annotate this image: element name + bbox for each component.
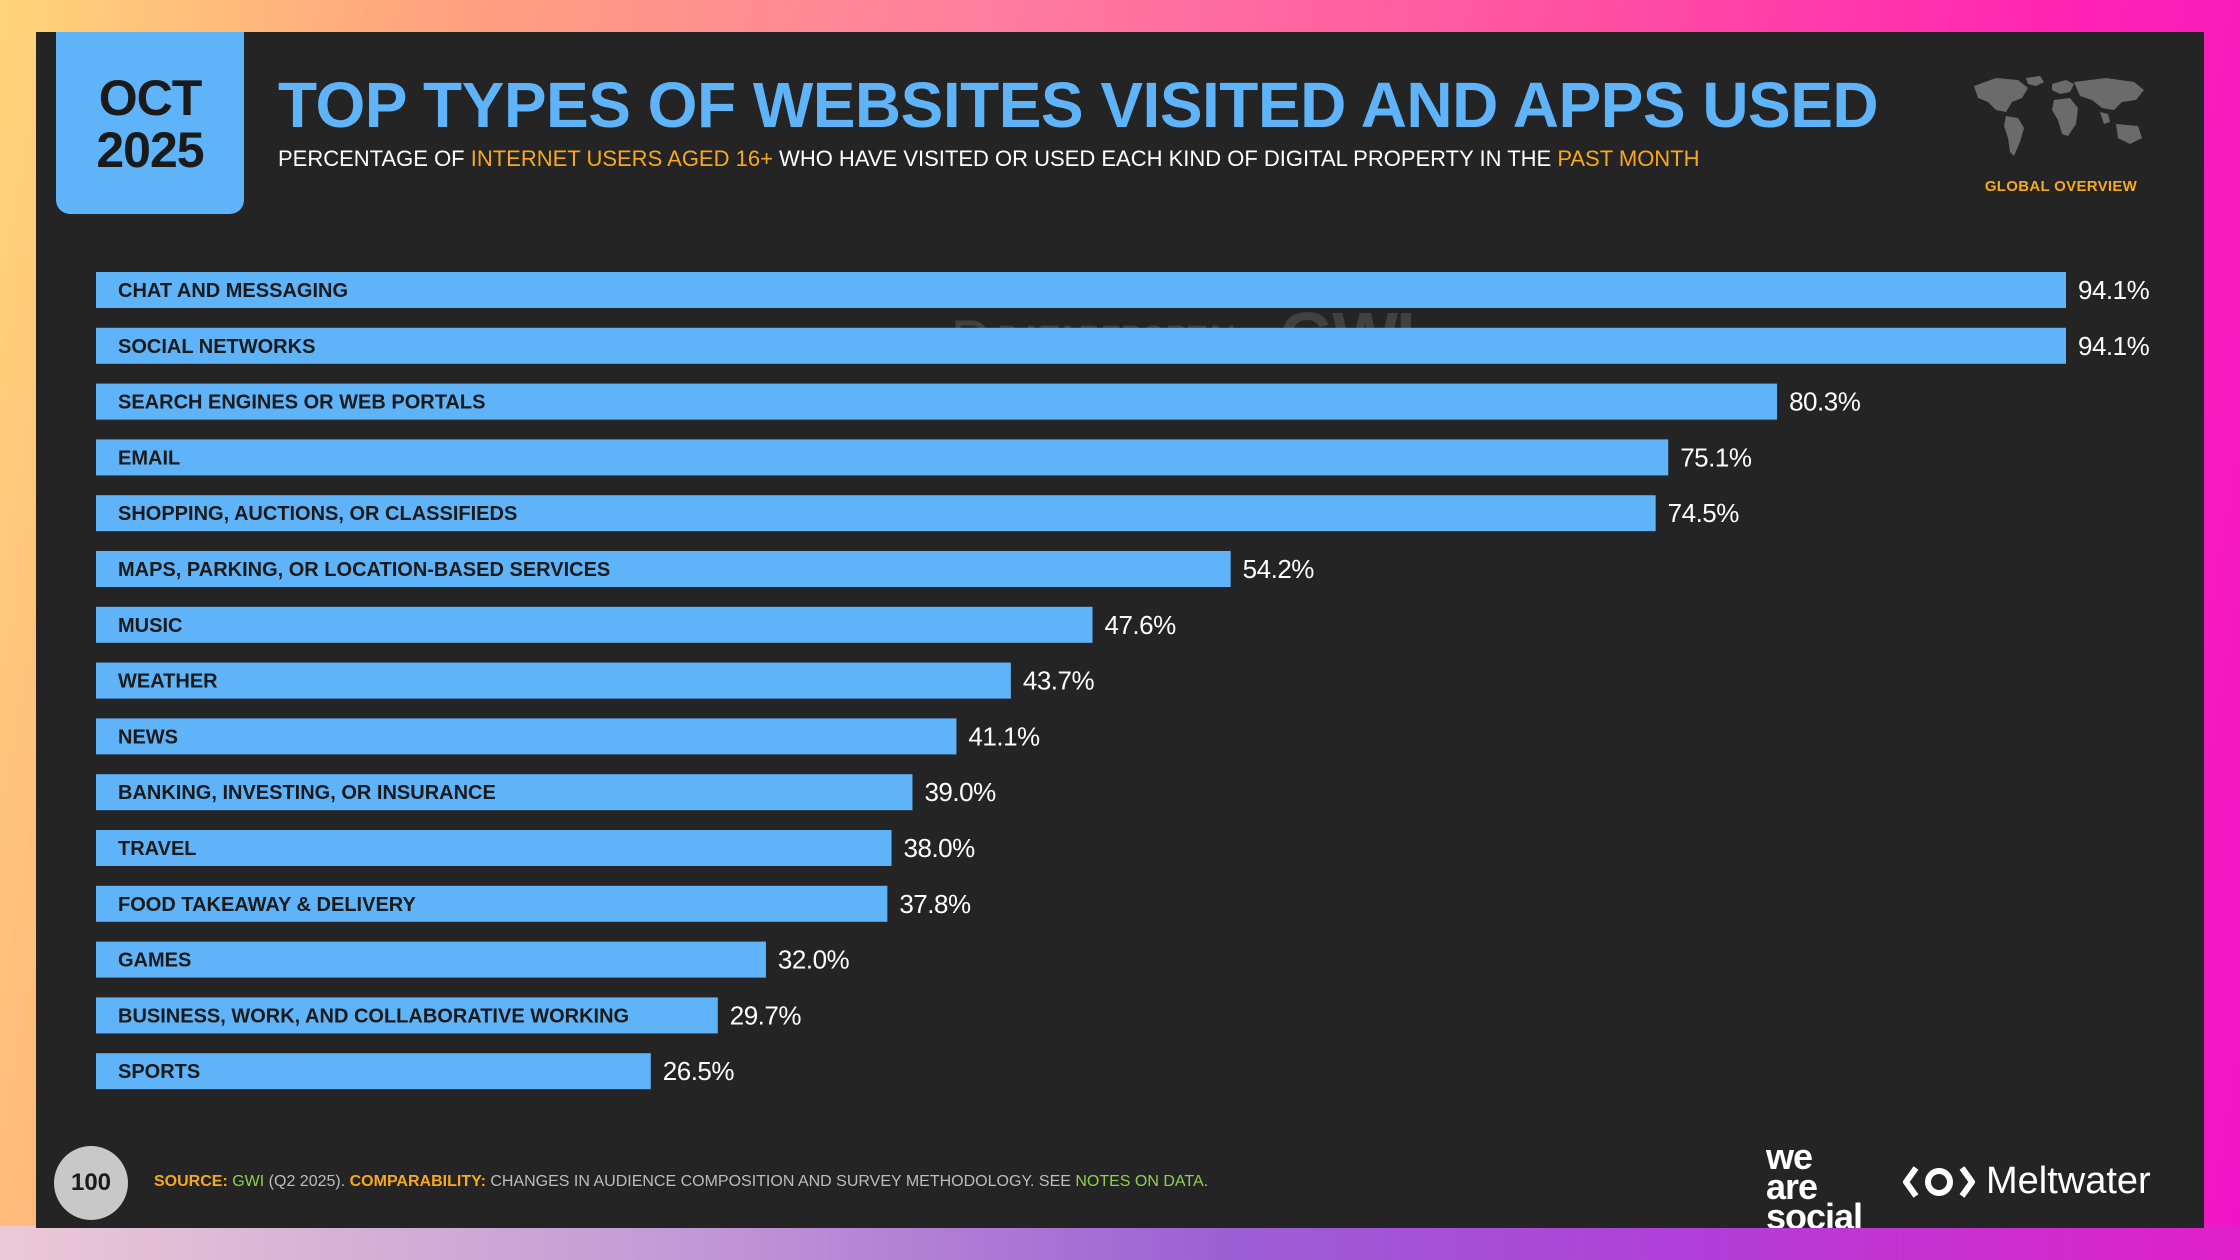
meltwater-mark-icon xyxy=(1903,1165,1975,1198)
we-are-social-line-3: social xyxy=(1766,1196,1863,1229)
notes-on-data-link[interactable]: NOTES ON DATA xyxy=(1075,1173,1204,1190)
bar-value-label: 26.5% xyxy=(663,1056,735,1086)
bar-row: SHOPPING, AUCTIONS, OR CLASSIFIEDS 74.5% xyxy=(96,495,1740,532)
bar-category-label: SOCIAL NETWORKS xyxy=(118,336,315,358)
bar-row: WEATHER 43.7% xyxy=(96,662,1095,699)
comparability-text: CHANGES IN AUDIENCE COMPOSITION AND SURV… xyxy=(485,1173,1076,1190)
we-are-social-logo: we are social xyxy=(1766,1136,1863,1229)
source-note: SOURCE: GWI (Q2 2025). COMPARABILITY: CH… xyxy=(154,1173,1208,1191)
bar-value-label: 38.0% xyxy=(904,833,976,863)
bar-value-label: 80.3% xyxy=(1789,387,1861,417)
bar-row: BUSINESS, WORK, AND COLLABORATIVE WORKIN… xyxy=(96,997,802,1034)
we-are-social-line-1: we xyxy=(1766,1136,1813,1177)
bar-category-label: FOOD TAKEAWAY & DELIVERY xyxy=(118,894,416,916)
source-period: (Q2 2025). xyxy=(264,1173,350,1190)
bar-value-label: 54.2% xyxy=(1243,554,1315,584)
bar-category-label: MAPS, PARKING, OR LOCATION-BASED SERVICE… xyxy=(118,559,610,581)
page-title: TOP TYPES OF WEBSITES VISITED AND APPS U… xyxy=(278,69,1879,141)
bar xyxy=(96,495,1656,532)
bar-category-label: GAMES xyxy=(118,950,191,972)
bar xyxy=(96,272,2066,308)
subtitle-part-3: WHO HAVE VISITED OR USED EACH KIND OF DI… xyxy=(772,146,1558,171)
slide: OCT 2025 TOP TYPES OF WEBSITES VISITED A… xyxy=(36,32,2204,1228)
date-year: 2025 xyxy=(96,122,204,178)
page-number-badge: 100 xyxy=(54,1146,128,1220)
bar-chart: CHAT AND MESSAGING 94.1% SOCIAL NETWORKS 94… xyxy=(96,272,2150,1090)
region-label: GLOBAL OVERVIEW xyxy=(1984,178,2138,195)
bar xyxy=(96,327,2066,364)
bar xyxy=(96,718,957,755)
bar xyxy=(96,997,718,1034)
bar xyxy=(96,606,1093,643)
world-map-icon xyxy=(1974,76,2144,156)
notes-end: . xyxy=(1203,1173,1209,1190)
date-month: OCT xyxy=(98,70,203,126)
subtitle-part-1: PERCENTAGE OF xyxy=(278,146,471,171)
bar-category-label: EMAIL xyxy=(118,447,180,469)
bar-value-label: 74.5% xyxy=(1668,498,1740,528)
subtitle-highlight-audience: INTERNET USERS AGED 16+ xyxy=(470,146,773,171)
bar-row: FOOD TAKEAWAY & DELIVERY 37.8% xyxy=(96,885,971,922)
bar-row: SPORTS 26.5% xyxy=(96,1053,735,1090)
frame-gradient-bottom xyxy=(0,1226,2240,1260)
bar xyxy=(96,551,1231,587)
bar-category-label: BANKING, INVESTING, OR INSURANCE xyxy=(118,782,496,804)
bar-category-label: BUSINESS, WORK, AND COLLABORATIVE WORKIN… xyxy=(118,1005,629,1027)
bar-category-label: SPORTS xyxy=(118,1061,200,1083)
source-label: SOURCE: xyxy=(154,1173,228,1190)
bar-value-label: 75.1% xyxy=(1680,442,1752,472)
bar xyxy=(96,885,888,922)
bar xyxy=(96,1053,651,1090)
bar xyxy=(96,774,913,811)
bar-category-label: MUSIC xyxy=(118,615,182,637)
meltwater-logo: Meltwater xyxy=(1902,1160,2151,1203)
bar-value-label: 43.7% xyxy=(1023,666,1095,696)
meltwater-wordmark: Meltwater xyxy=(1986,1160,2151,1202)
comparability-label: COMPARABILITY: xyxy=(349,1173,486,1190)
bar-row: TRAVEL 38.0% xyxy=(96,830,976,866)
bar-value-label: 47.6% xyxy=(1105,610,1177,640)
page-subtitle: PERCENTAGE OF INTERNET USERS AGED 16+ WH… xyxy=(278,146,1700,172)
bar xyxy=(96,439,1669,476)
bar-row: SEARCH ENGINES OR WEB PORTALS 80.3% xyxy=(96,383,1861,420)
bar-category-label: TRAVEL xyxy=(118,838,197,860)
bar-row: NEWS 41.1% xyxy=(96,718,1041,755)
bar-category-label: WEATHER xyxy=(118,671,218,693)
bar-category-label: SEARCH ENGINES OR WEB PORTALS xyxy=(118,392,485,414)
bar xyxy=(96,941,766,978)
bar-value-label: 39.0% xyxy=(924,777,996,807)
bar-row: SOCIAL NETWORKS 94.1% xyxy=(96,327,2150,364)
bar-row: BANKING, INVESTING, OR INSURANCE 39.0% xyxy=(96,774,997,811)
date-tab: OCT 2025 xyxy=(56,32,244,214)
bar-value-label: 29.7% xyxy=(730,1000,802,1030)
bar-value-label: 37.8% xyxy=(899,889,971,919)
bar-row: GAMES 32.0% xyxy=(96,941,850,978)
bar-value-label: 32.0% xyxy=(778,945,850,975)
bar-value-label: 94.1% xyxy=(2078,275,2150,305)
bar xyxy=(96,830,892,866)
bar-category-label: SHOPPING, AUCTIONS, OR CLASSIFIEDS xyxy=(118,503,517,525)
bar-row: MAPS, PARKING, OR LOCATION-BASED SERVICE… xyxy=(96,551,1315,587)
bar-category-label: CHAT AND MESSAGING xyxy=(118,280,348,302)
bar-row: CHAT AND MESSAGING 94.1% xyxy=(96,272,2150,308)
source-name: GWI xyxy=(232,1173,265,1190)
bar-category-label: NEWS xyxy=(118,726,178,748)
subtitle-highlight-period: PAST MONTH xyxy=(1557,146,1700,171)
bar xyxy=(96,383,1778,420)
bar-value-label: 94.1% xyxy=(2078,331,2150,361)
bar-row: EMAIL 75.1% xyxy=(96,439,1752,476)
bar xyxy=(96,662,1011,699)
bar-value-label: 41.1% xyxy=(968,721,1040,751)
bar-row: MUSIC 47.6% xyxy=(96,606,1177,643)
we-are-social-line-2: are xyxy=(1766,1166,1818,1207)
